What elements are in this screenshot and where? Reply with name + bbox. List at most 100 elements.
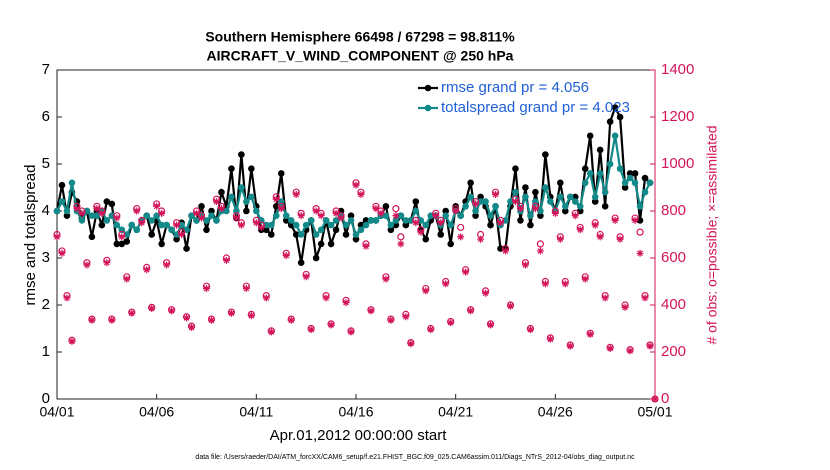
point: [477, 198, 484, 205]
point: [83, 207, 91, 215]
point: [287, 217, 295, 224]
point: [143, 212, 150, 219]
point: [208, 212, 215, 219]
obs-assimilated: [193, 209, 201, 217]
obs-assimilated: [437, 219, 445, 227]
obs-assimilated: [616, 235, 624, 243]
point: [243, 198, 250, 205]
point: [228, 165, 235, 172]
point: [542, 151, 549, 158]
legend-label: rmse grand pr = 4.056: [441, 79, 589, 96]
x-tick-label: 04/06: [139, 404, 174, 420]
x-tick-label: 04/11: [239, 404, 273, 420]
point: [616, 165, 624, 172]
obs-assimilated: [626, 347, 634, 355]
point: [412, 198, 420, 205]
point: [457, 212, 464, 219]
obs-assimilated: [138, 219, 146, 227]
obs-assimilated: [397, 240, 405, 248]
point: [327, 221, 335, 229]
point: [78, 217, 86, 224]
point: [193, 217, 200, 224]
point: [123, 231, 131, 238]
point: [223, 207, 230, 215]
obs-assimilated: [561, 280, 569, 288]
point: [606, 118, 614, 125]
obs-assimilated: [227, 309, 235, 317]
obs-assimilated: [591, 221, 599, 229]
point: [88, 233, 96, 241]
point: [108, 212, 116, 219]
point: [128, 221, 136, 229]
point: [611, 104, 619, 111]
point: [352, 231, 360, 238]
point: [113, 240, 121, 248]
point: [641, 188, 649, 196]
obs-assimilated: [477, 235, 485, 243]
point: [133, 226, 141, 234]
obs-assimilated: [108, 316, 116, 324]
point: [248, 165, 255, 172]
point: [636, 203, 644, 210]
obs-assimilated: [237, 221, 245, 229]
obs-assimilated: [257, 223, 265, 231]
x-tick-label: 04/01: [39, 404, 74, 420]
obs-assimilated: [267, 328, 275, 336]
obs-assimilated: [272, 195, 280, 203]
obs-assimilated: [347, 328, 355, 336]
point: [148, 217, 155, 224]
obs-assimilated: [312, 207, 320, 215]
point: [332, 217, 340, 224]
point: [467, 193, 474, 201]
obs-assimilated: [492, 191, 500, 199]
point: [238, 151, 245, 158]
point: [512, 188, 519, 196]
point: [586, 132, 594, 140]
point: [631, 170, 639, 177]
obs-assimilated: [322, 294, 330, 302]
y-tick-label: 7: [42, 61, 50, 78]
point: [63, 212, 71, 219]
obs-assimilated: [158, 209, 166, 217]
point: [591, 198, 599, 205]
obs-assimilated: [203, 285, 210, 293]
point: [173, 235, 180, 243]
point: [527, 212, 534, 219]
point: [562, 203, 569, 210]
obs-possible: [392, 205, 400, 213]
obs-assimilated: [93, 205, 101, 213]
obs-assimilated: [367, 307, 375, 315]
point: [327, 240, 335, 248]
obs-assimilated: [173, 221, 181, 229]
obs-assimilated: [153, 202, 161, 210]
obs-assimilated: [631, 216, 639, 224]
point: [497, 245, 504, 252]
obs-assimilated: [566, 342, 574, 350]
point: [312, 254, 320, 262]
point: [487, 212, 494, 219]
obs-assimilated: [497, 219, 505, 227]
obs-assimilated: [392, 212, 400, 220]
obs-assimilated: [556, 235, 564, 243]
obs-assimilated: [53, 233, 61, 241]
point: [576, 203, 584, 210]
obs-assimilated: [641, 294, 649, 302]
obs-assimilated: [212, 198, 220, 206]
obs-assimilated: [621, 303, 629, 311]
obs-assimilated: [232, 214, 240, 222]
obs-assimilated: [482, 289, 490, 297]
x-tick-label: 04/21: [438, 404, 473, 420]
obs-assimilated: [601, 294, 609, 302]
point: [621, 184, 629, 191]
point: [547, 198, 554, 205]
point: [263, 226, 270, 234]
obs-assimilated: [342, 299, 350, 307]
obs-assimilated: [606, 344, 614, 352]
point: [103, 217, 111, 224]
obs-assimilated: [447, 319, 455, 327]
obs-assimilated: [611, 216, 619, 224]
obs-assimilated: [596, 233, 604, 241]
point: [537, 212, 544, 219]
obs-assimilated: [546, 335, 554, 343]
point: [198, 203, 205, 210]
